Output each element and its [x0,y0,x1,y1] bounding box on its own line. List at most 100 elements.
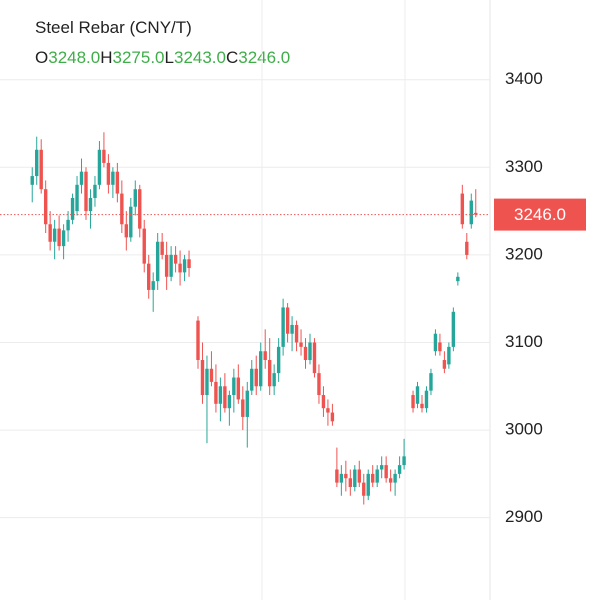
candle-body [272,373,276,387]
candle-body [254,368,258,387]
candle-body [303,346,308,360]
candle-body [178,263,182,273]
candle-body [173,254,178,264]
candle-body [397,465,402,474]
y-tick-label: 3300 [505,157,543,176]
last-price-box [494,198,586,231]
candle-body [160,241,164,255]
candle-body [236,377,241,400]
candle-body [66,219,70,231]
candle-body [48,224,52,242]
candle-body [451,311,456,347]
candle-body [102,149,106,163]
ohlc-value: 3248.0 [48,48,101,67]
candle-body [290,324,294,334]
candle-body [330,412,335,422]
header: Steel Rebar (CNY/T) O 3248.0 H 3275.0 L 3243.… [35,18,290,68]
candle-body [70,197,75,220]
candle-body [209,368,214,382]
candle-body [205,368,209,396]
candle-body [326,408,330,413]
candle-body [111,171,115,185]
candle-body [164,254,169,277]
candle-body [187,259,191,269]
candle-body [348,478,353,488]
candle-body [129,206,133,238]
candle-body [39,149,43,190]
candle-body [433,333,438,352]
ohlc-label: L [164,48,174,67]
candle-body [442,360,447,369]
candle-body [147,263,151,290]
candle-body [362,482,366,496]
candle-body [223,386,227,409]
candle-body [474,212,478,215]
candle-body [259,351,263,387]
y-tick-label: 2900 [505,507,543,526]
candle-body [169,254,173,277]
y-tick-label: 3200 [505,244,543,263]
candle-body [52,228,57,242]
candle-body [371,473,375,483]
candle-body [200,360,205,396]
ohlc-readout: O 3248.0 H 3275.0 L 3243.0 C 3246.0 [35,48,290,68]
candle-body [35,149,39,177]
y-tick-label: 3400 [505,69,543,88]
candle-body [456,276,460,282]
candle-body [142,228,146,264]
candle-body [344,473,348,479]
chart-title: Steel Rebar (CNY/T) [35,18,192,37]
candle-body [424,390,429,409]
candle-body [375,469,379,483]
ohlc-value: 3243.0 [173,48,226,67]
candle-body [263,351,267,360]
ohlc-label: O [35,48,49,67]
candle-body [43,189,48,225]
candle-body [115,171,120,194]
candle-body [232,377,236,396]
candle-body [460,193,465,225]
candle-body [321,395,326,409]
candle-body [281,307,285,347]
candle-body [357,469,361,483]
candle-body [379,465,384,470]
candle-body [30,176,34,185]
candle-body [124,224,129,238]
ohlc-value: 3246.0 [238,48,291,67]
candle-body [182,259,187,273]
candle-body [415,386,420,404]
candle-body [276,346,281,374]
candle-body [227,395,232,409]
candle-body [120,193,124,225]
candle-body [241,399,245,417]
candle-body [75,184,79,212]
candle-body [366,473,370,496]
y-tick-label: 3000 [505,420,543,439]
candle-body [196,320,200,360]
candle-body [97,149,102,185]
candle-body [57,228,61,247]
candle-body [438,342,442,352]
candle-body [79,171,84,185]
candle-body [411,395,415,409]
last-price-label: 3246.0 [514,205,566,224]
y-tick-label: 3100 [505,332,543,351]
candle-body [393,473,397,483]
candle-body [317,373,321,396]
candle-body [61,230,66,247]
candle-body [133,189,137,207]
candle-body [285,307,290,334]
candle-body [420,403,424,409]
candle-body [155,241,160,282]
candle-body [245,390,249,417]
candle-body [447,346,451,365]
candle-body [308,342,312,360]
candle-body [218,386,223,404]
candle-body [299,342,303,347]
candle-body [429,373,433,391]
candle-body [151,281,155,290]
candle-body [214,381,218,404]
candle-body [267,360,272,387]
